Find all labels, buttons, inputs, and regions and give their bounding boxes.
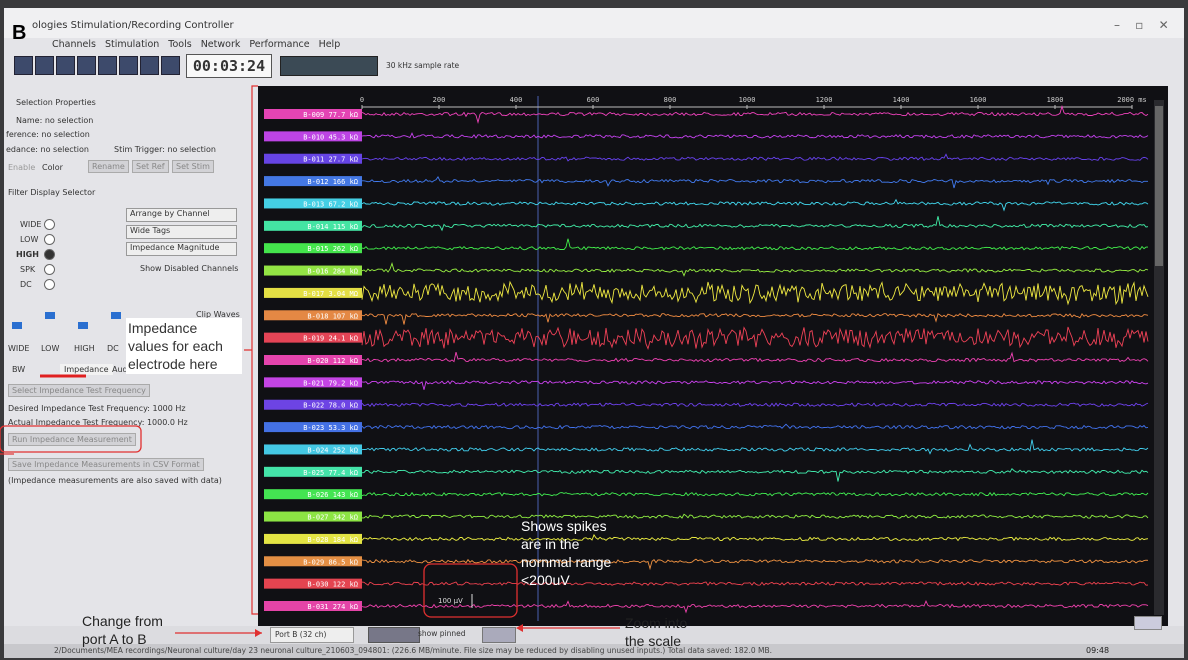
annotation-spikes: Shows spikes are in the nornmal range <2… xyxy=(521,517,621,589)
page: ologies Stimulation/Recording Controller… xyxy=(0,0,1188,660)
bracket xyxy=(244,86,258,614)
arrowhead xyxy=(255,629,262,637)
highlight-run xyxy=(0,426,141,452)
highlight-scale xyxy=(424,564,517,617)
arrowhead xyxy=(516,624,523,632)
annotation-port: Change from port A to B xyxy=(82,612,182,648)
annotation-impedance: Impedance values for each electrode here xyxy=(126,318,242,374)
annotation-zoom: Zoom into the scale xyxy=(625,614,705,650)
